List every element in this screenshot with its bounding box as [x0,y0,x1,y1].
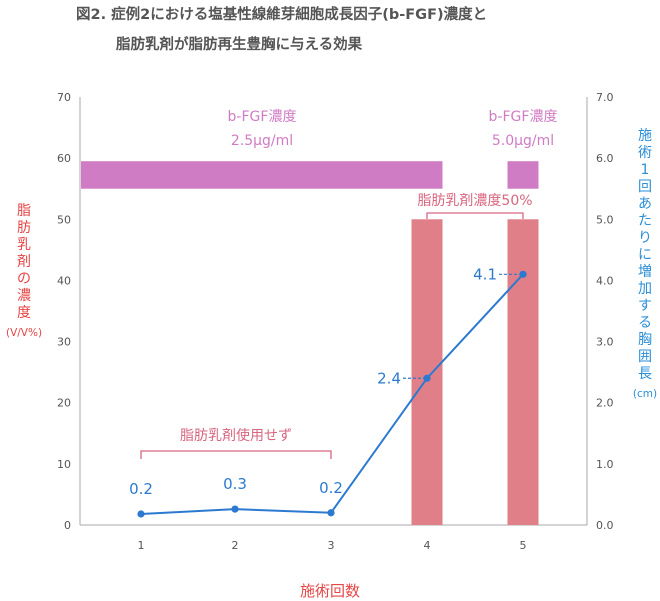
x-axis-label: 施術回数 [299,582,360,600]
x-tick-label: 1 [138,539,145,552]
axis-label-char: た [638,213,652,229]
y-left-tick-label: 0 [64,519,71,532]
y-left-tick-label: 20 [57,397,71,410]
axis-label-char: 囲 [638,349,652,365]
y-right-tick-label: 1.0 [596,458,614,471]
bfgf-label: b-FGF濃度 [228,109,297,125]
y-left-tick-label: 10 [57,458,71,471]
axis-label-char: に [638,247,652,263]
growth-point [137,510,145,518]
axis-unit-label: (cm) [632,388,658,400]
emulsion-bar [411,219,443,526]
axis-label-char: る [638,315,652,331]
y-right-tick-label: 2.0 [596,397,614,410]
y-right-tick-label: 0.0 [596,519,614,532]
y-left-tick-label: 50 [57,213,71,226]
annotation-bracket [140,450,332,459]
bfgf-band [81,161,443,189]
y-right-tick-label: 5.0 [596,213,614,226]
growth-point [519,270,527,278]
axis-label-char: 術 [638,145,652,161]
axis-label-char: 乳 [17,237,31,253]
y-right-tick-label: 3.0 [596,336,614,349]
data-label: 0.3 [223,475,247,493]
axis-label-char: 施 [638,128,652,144]
axis-unit-label: (V/V%) [5,327,43,339]
axis-label-char: 度 [17,305,31,321]
annotation-bracket [426,212,524,219]
axis-label-char: 加 [638,281,652,297]
axis-label-char: 濃 [17,288,31,304]
data-label: 0.2 [129,480,153,498]
annotation-label: 脂肪乳剤濃度50% [417,193,532,209]
axis-label-char: り [638,230,652,246]
axis-label-char: 1 [640,162,650,178]
y-right-tick-label: 7.0 [596,91,614,104]
y-left-tick-label: 70 [57,91,71,104]
bfgf-label: b-FGF濃度 [489,109,558,125]
data-label: 0.2 [319,479,343,497]
growth-point [327,509,335,517]
growth-point [231,505,239,513]
y-axis-left-label: 脂肪乳剤の濃度 (V/V%) [5,203,43,342]
axis-label-char: す [638,298,652,314]
axis-label-char: あ [638,196,652,212]
y-left-tick-label: 60 [57,152,71,165]
x-tick-label: 3 [328,539,335,552]
axis-label-char: 肪 [17,220,31,236]
chart-title-line1: 図2. 症例2における塩基性線維芽細胞成長因子(b-FGF)濃度と [76,7,488,23]
data-label: 2.4 [377,369,401,387]
axis-label-char: 回 [638,179,652,195]
growth-point [423,374,431,382]
y-left-tick-label: 30 [57,336,71,349]
emulsion-bar [507,219,539,526]
annotation-label: 脂肪乳剤使用せず [180,427,292,444]
bfgf-concentration-value: 5.0μg/ml [492,133,554,149]
x-tick-label: 5 [520,539,527,552]
chart-title-line2: 脂肪乳剤が脂肪再生豊胸に与える効果 [116,37,363,53]
data-label: 4.1 [473,265,497,283]
y-right-tick-label: 4.0 [596,274,614,287]
x-tick-label: 4 [424,539,431,552]
bfgf-band [507,161,539,189]
axis-label-char: 脂 [17,203,31,219]
y-axis-right-label: 施術 1 回あたりに増加する胸囲長 (cm) [632,128,658,403]
axis-label-char: 増 [638,264,652,280]
bfgf-concentration-value: 2.5μg/ml [231,133,293,149]
y-left-tick-label: 40 [57,274,71,287]
axis-label-char: の [17,271,31,287]
axis-label-char: 胸 [638,332,652,348]
axis-label-char: 長 [638,366,652,382]
x-tick-label: 2 [232,539,239,552]
y-right-tick-label: 6.0 [596,152,614,165]
axis-label-char: 剤 [17,254,31,270]
